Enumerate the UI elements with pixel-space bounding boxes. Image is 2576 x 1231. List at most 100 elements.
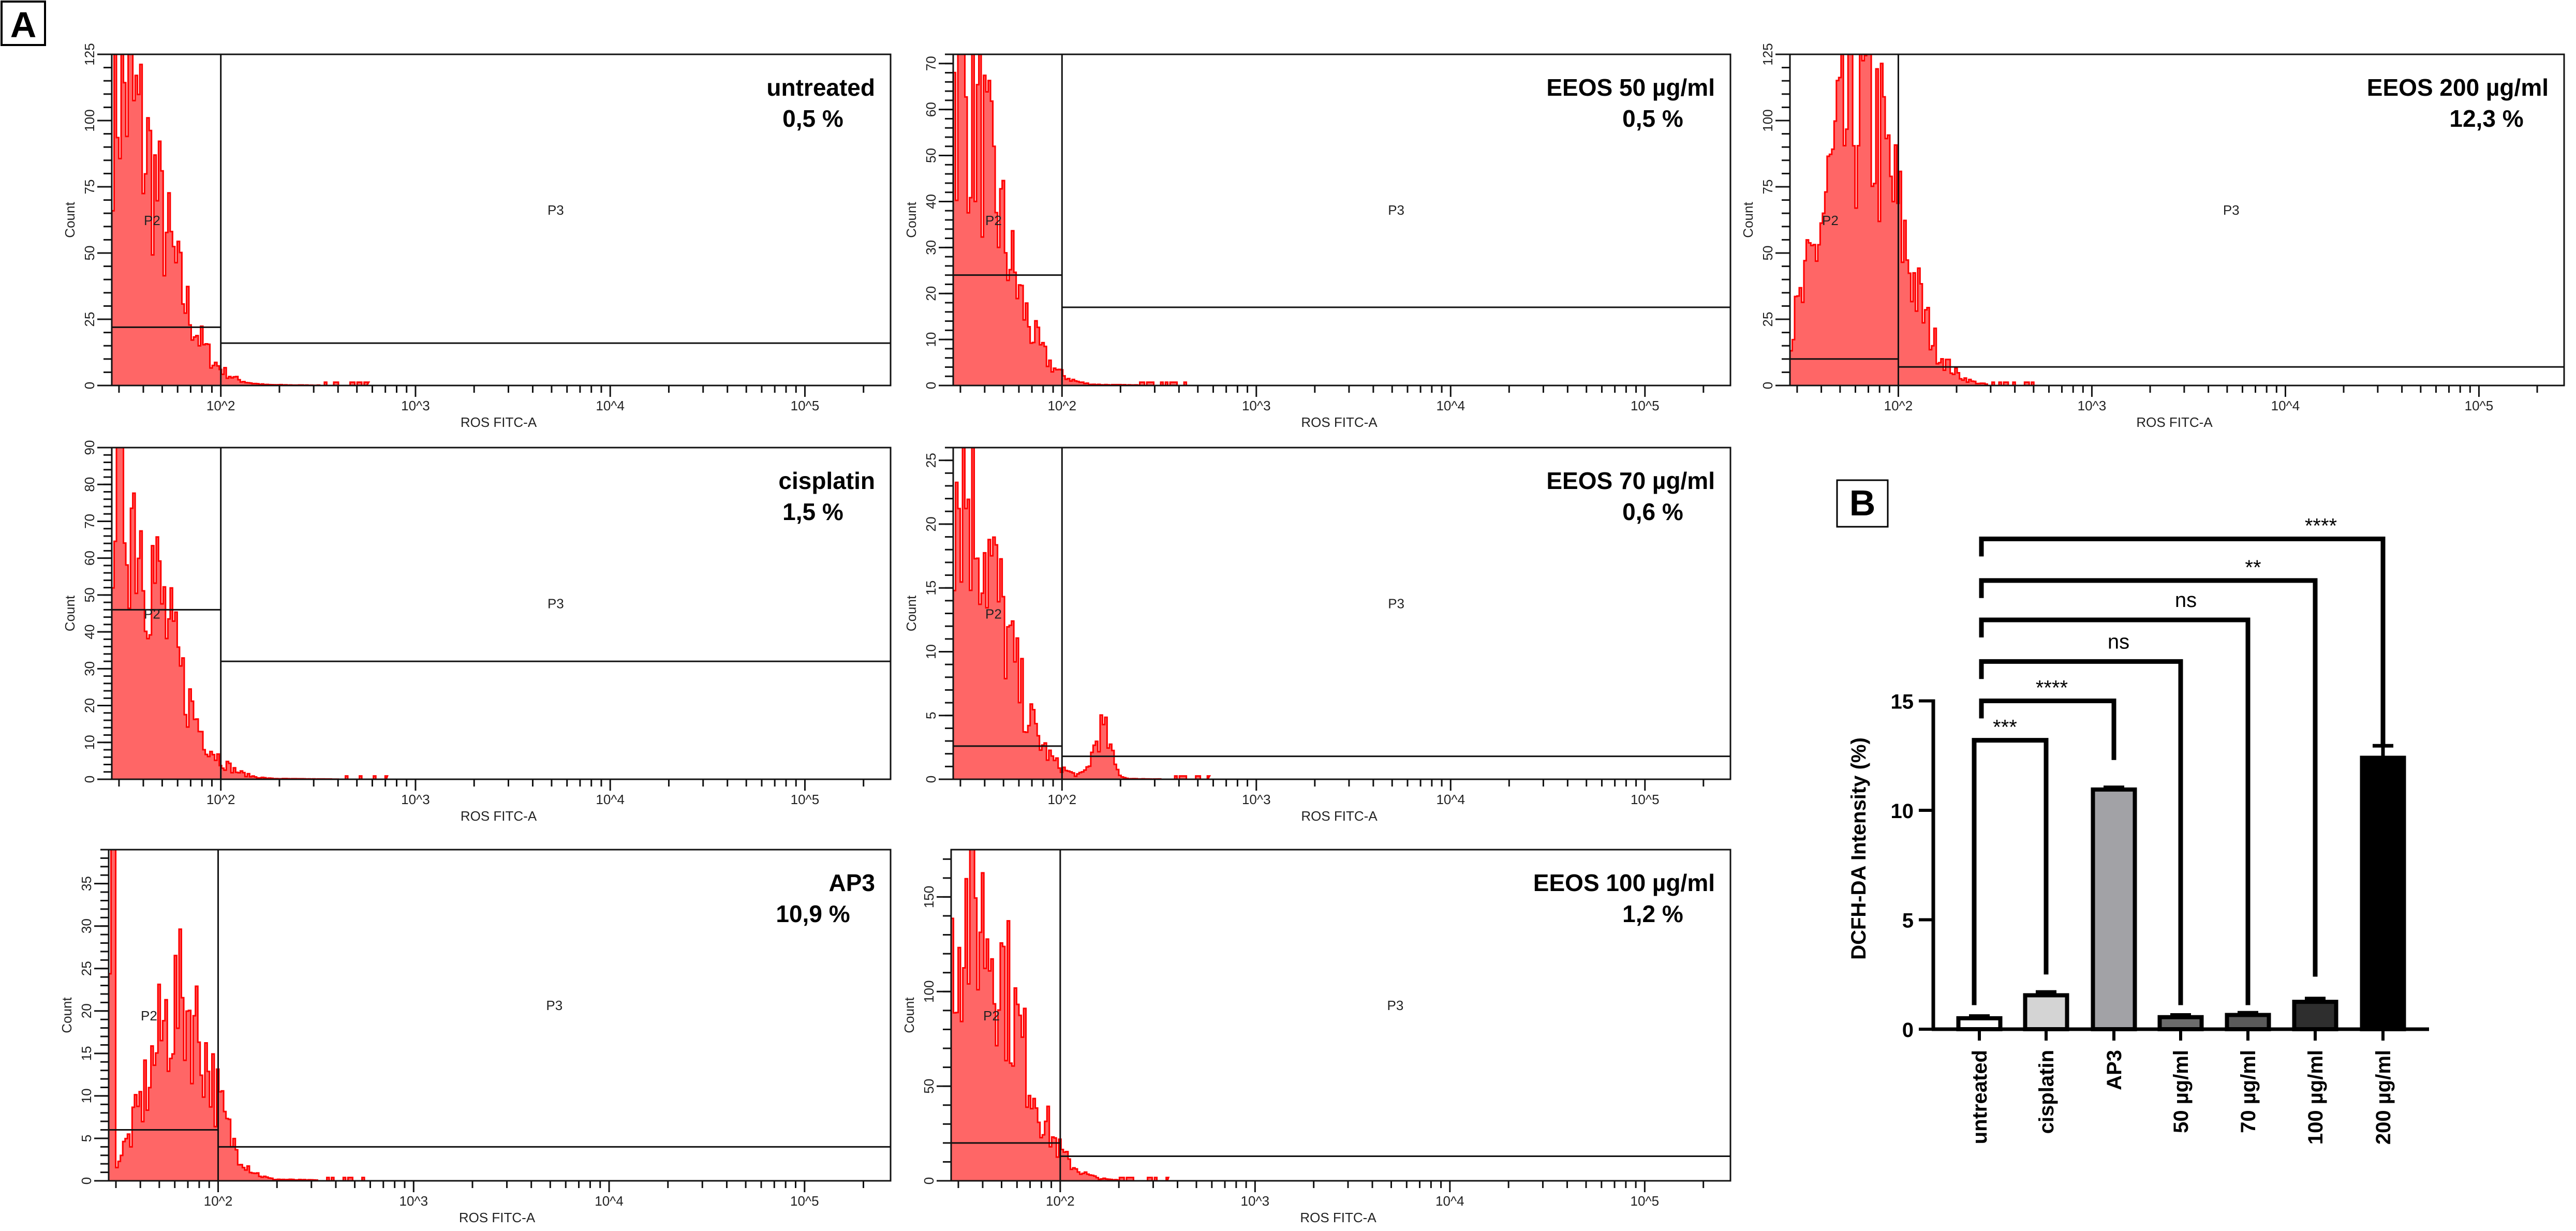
y-axis-label: Count [62, 595, 78, 631]
x-tick-label: 10^3 [1242, 398, 1271, 413]
x-tick-label: 10^5 [791, 792, 820, 807]
panel-title: untreated [766, 74, 875, 101]
x-axis-label: ROS FITC-A [461, 808, 537, 824]
y-tick-label: 5 [1902, 910, 1914, 932]
histogram-panel: P2 P3 EEOS 100 µg/ml 1,2 % 0 50 100 150 Count 10^… [901, 849, 1731, 1225]
category-label: untreated [1968, 1050, 1991, 1144]
significance-bracket [1979, 536, 2386, 745]
y-tick-label: 100 [1760, 109, 1775, 131]
significance-label: **** [2036, 677, 2068, 700]
y-tick-label: 80 [82, 477, 97, 492]
gate-label-p2: P2 [144, 606, 160, 622]
y-tick-label: 40 [82, 625, 97, 640]
x-tick-label: 10^2 [1884, 398, 1913, 413]
x-tick-label: 10^2 [204, 1193, 233, 1209]
y-tick-label: 0 [82, 776, 97, 783]
y-tick-label: 10 [1891, 800, 1914, 823]
y-tick-label: 15 [1891, 691, 1914, 714]
y-tick-label: 50 [923, 148, 939, 163]
histogram-panel: P2 P3 EEOS 200 µg/ml 12,3 % 0 25 50 75 100 125 Cou… [1740, 43, 2565, 430]
significance-bracket [1972, 738, 2049, 1005]
x-axis-label: ROS FITC-A [461, 414, 537, 430]
x-tick-label: 10^5 [1631, 792, 1660, 807]
category-label: 100 µg/ml [2304, 1050, 2327, 1145]
gate-label-p3: P3 [546, 998, 562, 1013]
significance-label: ns [2175, 589, 2197, 612]
y-tick-label: 75 [1760, 180, 1775, 195]
y-axis-label: DCFH-DA Intensity (%) [1847, 737, 1870, 960]
y-tick-label: 5 [923, 711, 939, 719]
panel-percent: 1,2 % [1622, 900, 1683, 927]
gate-label-p2: P2 [144, 213, 160, 228]
significance-bracket [1979, 659, 2183, 1005]
significance-label: *** [1993, 716, 2017, 739]
x-tick-label: 10^2 [1046, 1193, 1075, 1209]
x-tick-label: 10^4 [596, 792, 625, 807]
y-tick-label: 150 [921, 886, 937, 908]
y-tick-label: 25 [923, 453, 939, 468]
panel-title: EEOS 70 µg/ml [1546, 467, 1715, 494]
gate-label-p3: P3 [547, 202, 564, 218]
y-tick-label: 60 [82, 551, 97, 566]
panel-a-letter: A [10, 5, 37, 45]
significance-bracket [1979, 617, 2251, 1005]
x-tick-label: 10^3 [399, 1193, 428, 1209]
histogram-panel: P2 P3 AP3 10,9 % 0 5 10 15 20 25 30 35 Count 10^2 10^3… [59, 849, 892, 1225]
y-tick-label: 15 [79, 1046, 94, 1061]
histogram-panel: P2 P3 cisplatin 1,5 % 0 10 20 30 40 50 60 70 80 90 Cou… [62, 440, 892, 824]
panel-percent: 10,9 % [776, 900, 850, 927]
plot-frame [952, 53, 1731, 387]
x-tick-label: 10^3 [401, 792, 430, 807]
histogram-area [1789, 53, 2035, 387]
x-tick-label: 10^4 [2271, 398, 2300, 413]
x-tick-label: 10^5 [1631, 398, 1660, 413]
category-label: 50 µg/ml [2170, 1050, 2193, 1133]
x-tick-label: 10^5 [2465, 398, 2494, 413]
x-tick-label: 10^4 [595, 1193, 624, 1209]
y-tick-label: 15 [923, 581, 939, 596]
gate-label-p2: P2 [983, 1008, 1000, 1024]
plot-frame [1789, 53, 2565, 387]
gate-label-p3: P3 [547, 596, 564, 612]
y-tick-label: 50 [82, 587, 97, 602]
y-tick-label: 100 [921, 981, 937, 1003]
x-tick-label: 10^4 [1435, 1193, 1464, 1209]
y-tick-label: 10 [923, 332, 939, 347]
y-tick-label: 50 [82, 246, 97, 261]
plot-frame [108, 849, 892, 1182]
y-tick-label: 30 [82, 661, 97, 676]
significance-bracket [1979, 699, 2116, 760]
x-tick-label: 10^4 [1436, 792, 1465, 807]
panel-percent: 1,5 % [782, 498, 843, 525]
y-tick-label: 50 [1760, 246, 1775, 261]
gate-label-p3: P3 [1388, 202, 1404, 218]
significance-label: ** [2245, 556, 2261, 579]
x-tick-label: 10^2 [1047, 792, 1076, 807]
y-tick-label: 0 [923, 382, 939, 389]
y-tick-label: 20 [79, 1003, 94, 1018]
y-tick-label: 0 [1902, 1019, 1914, 1042]
x-axis-label: ROS FITC-A [1301, 808, 1378, 824]
bar [2225, 1013, 2271, 1032]
y-tick-label: 0 [82, 382, 97, 389]
y-axis-label: Count [62, 202, 78, 238]
gate-label-p2: P2 [985, 213, 1002, 228]
y-tick-label: 0 [923, 776, 939, 783]
bar [2292, 1000, 2338, 1031]
y-axis-label: Count [901, 997, 917, 1033]
x-tick-label: 10^2 [206, 398, 235, 413]
category-label: 70 µg/ml [2237, 1050, 2260, 1133]
bar [2023, 993, 2069, 1032]
y-tick-label: 10 [923, 644, 939, 659]
y-axis-label: Count [904, 595, 919, 631]
panel-title: AP3 [829, 869, 875, 896]
y-axis-label: Count [59, 997, 75, 1033]
histogram-panel: P2 P3 EEOS 70 µg/ml 0,6 % 0 5 10 15 20 25 Count 10^… [904, 447, 1731, 824]
significance-label: ns [2108, 630, 2129, 653]
gate-label-p3: P3 [1387, 998, 1404, 1013]
plot-frame [111, 53, 892, 387]
y-tick-label: 25 [1760, 312, 1775, 327]
x-tick-label: 10^2 [206, 792, 235, 807]
y-tick-label: 0 [79, 1177, 94, 1184]
